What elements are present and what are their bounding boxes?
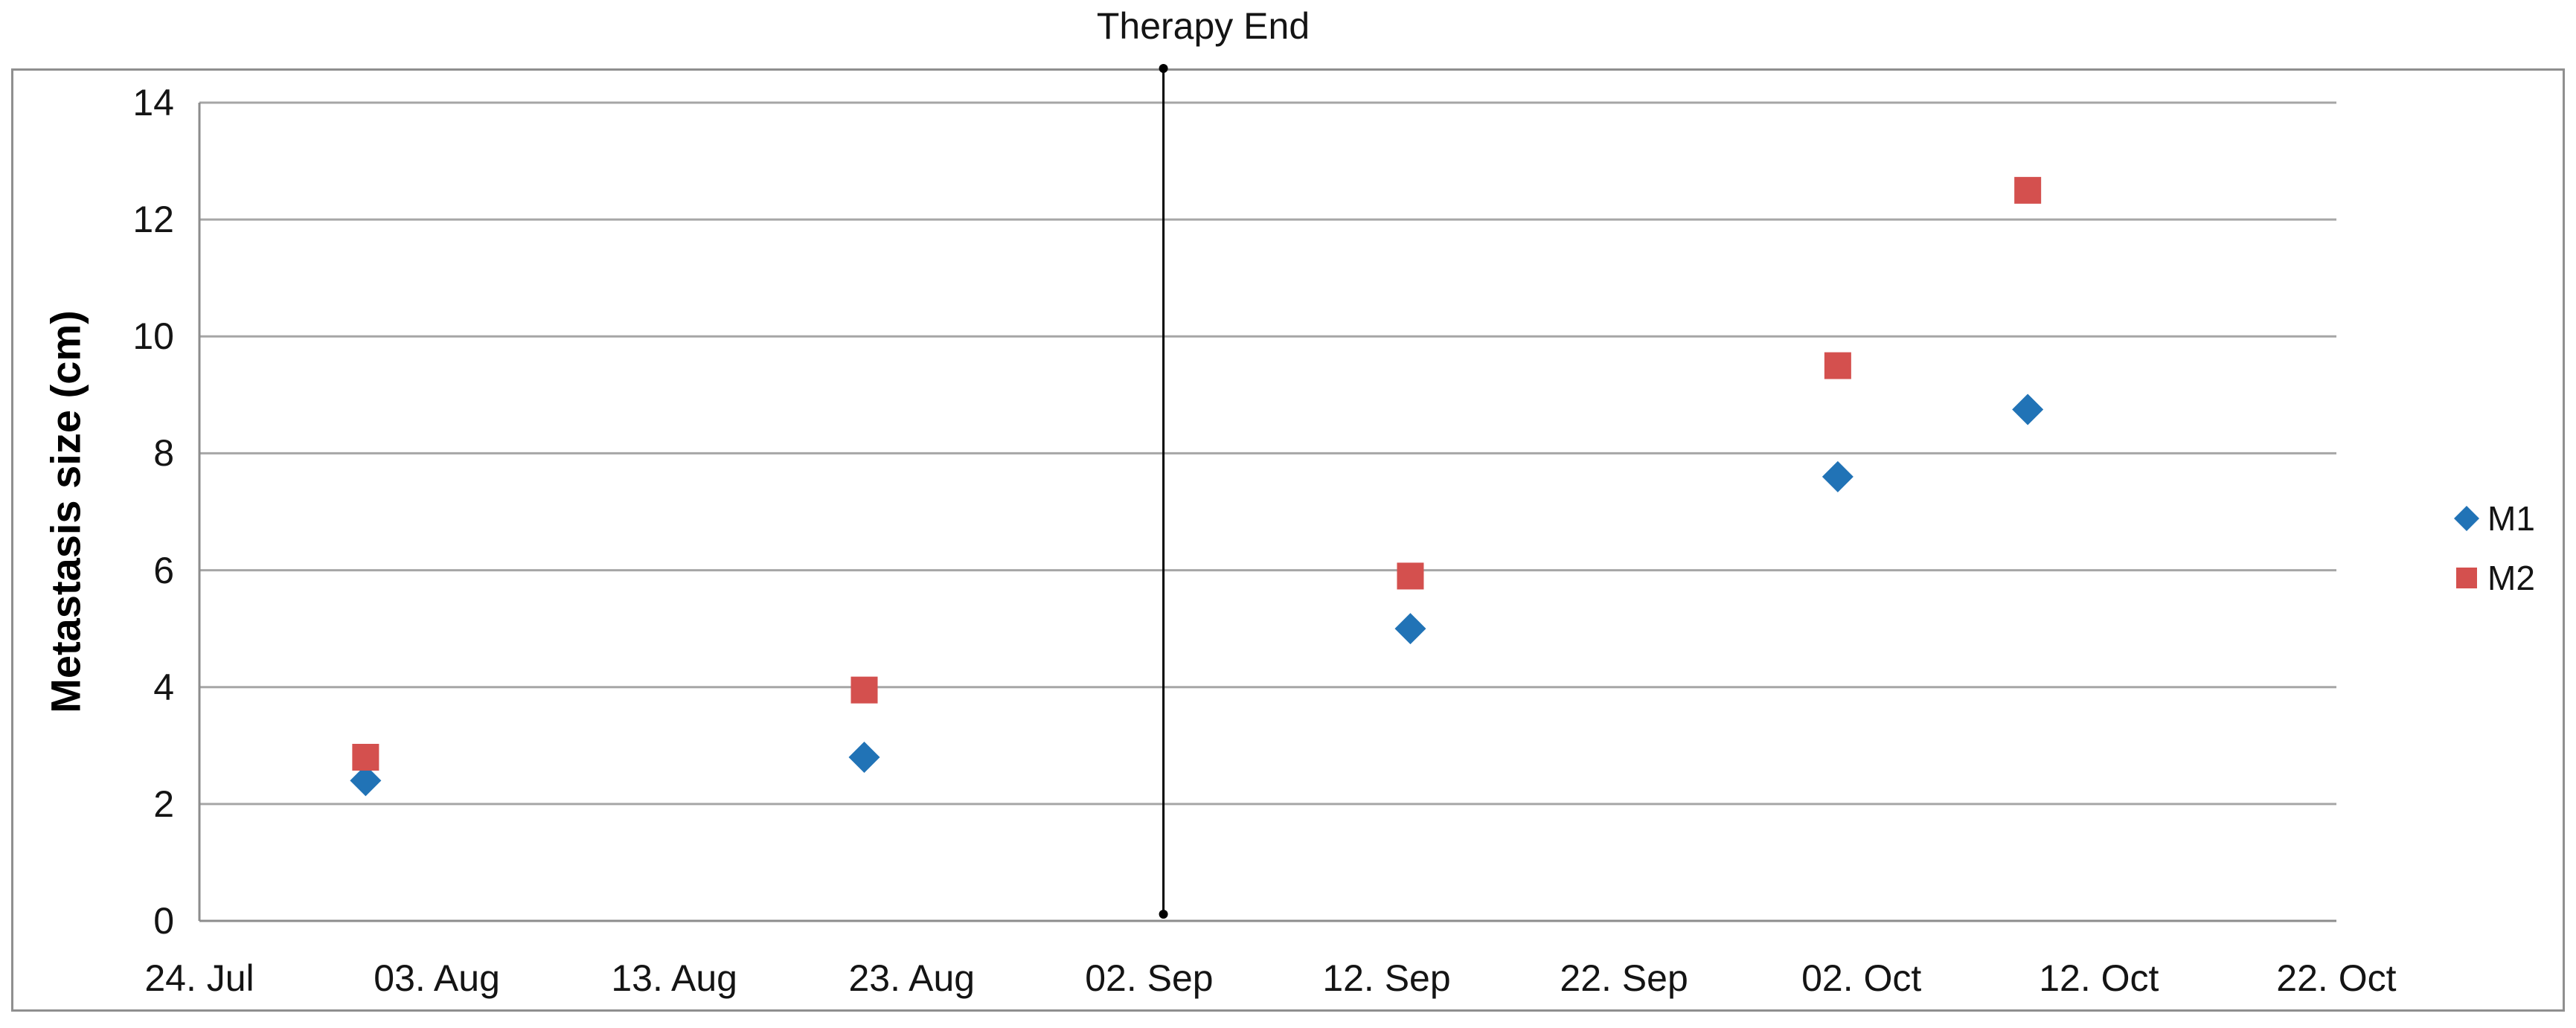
x-tick-label-8: 12. Oct [2039, 957, 2159, 999]
x-tick-label-1: 03. Aug [374, 957, 500, 999]
x-tick-label-7: 02. Oct [1801, 957, 1922, 999]
point-m2-2 [1397, 562, 1424, 590]
x-tick-label-6: 22. Sep [1560, 957, 1688, 999]
therapy-end-label: Therapy End [1096, 5, 1310, 47]
point-m2-1 [850, 676, 878, 704]
point-m2-4 [2014, 176, 2042, 204]
therapy-end-line-top-dot [1159, 64, 1168, 73]
x-tick-label-3: 23. Aug [848, 957, 975, 999]
legend-label-m1: M1 [2487, 499, 2535, 538]
point-m1-0 [350, 765, 382, 797]
point-m2-0 [352, 744, 379, 771]
y-tick-label-0: 0 [153, 900, 174, 942]
legend-marker-m2-square-icon [2456, 568, 2477, 588]
point-m1-2 [1394, 613, 1426, 645]
x-tick-label-4: 02. Sep [1085, 957, 1214, 999]
legend-label-m2: M2 [2487, 559, 2535, 597]
point-m2-3 [1824, 352, 1851, 379]
y-tick-label-6: 6 [153, 549, 174, 591]
y-axis-title: Metastasis size (cm) [42, 310, 89, 713]
point-m1-3 [1822, 460, 1853, 492]
y-tick-label-2: 2 [153, 783, 174, 825]
y-tick-label-12: 12 [132, 199, 174, 241]
point-m1-4 [2012, 393, 2044, 425]
x-tick-label-9: 22. Oct [2276, 957, 2397, 999]
x-tick-label-0: 24. Jul [144, 957, 254, 999]
point-m1-1 [848, 742, 880, 773]
legend-marker-m1-diamond-icon [2454, 506, 2479, 531]
therapy-end-line-bottom-dot [1159, 910, 1168, 919]
x-tick-label-5: 12. Sep [1322, 957, 1451, 999]
y-tick-label-14: 14 [132, 82, 174, 123]
y-tick-label-4: 4 [153, 666, 174, 708]
y-tick-label-10: 10 [132, 315, 174, 358]
chart-outer-border [11, 68, 2565, 1012]
x-tick-label-2: 13. Aug [611, 957, 737, 999]
y-tick-label-8: 8 [153, 432, 174, 475]
